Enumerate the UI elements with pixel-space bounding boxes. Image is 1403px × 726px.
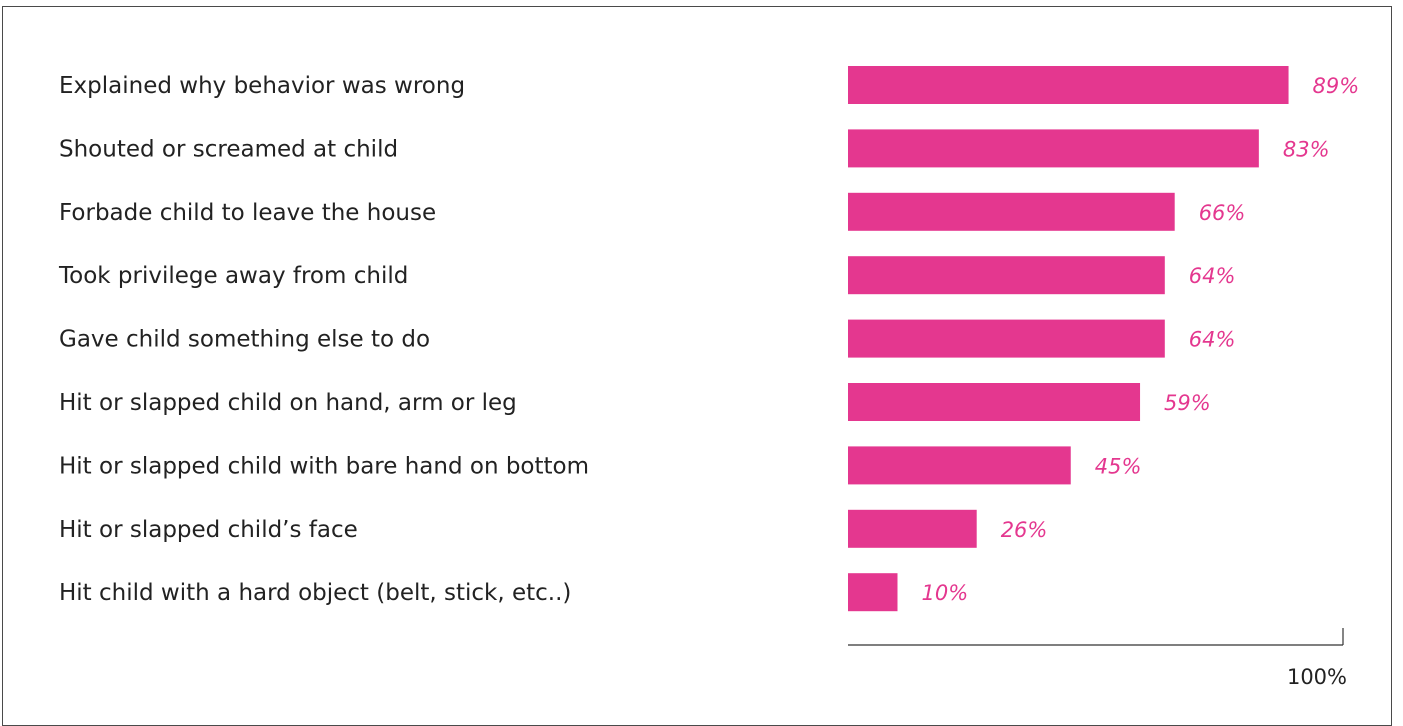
bar [848, 509, 977, 548]
value-labels: 89% 83% 66% 64% 64% 59% 45% 26% 10% [922, 74, 1360, 605]
category-label: Hit or slapped child’s face [59, 517, 358, 543]
category-label: Hit or slapped child on hand, arm or leg [59, 390, 517, 416]
value-label: 59% [1164, 391, 1211, 415]
category-label: Hit or slapped child with bare hand on b… [59, 453, 589, 479]
value-label: 26% [1001, 518, 1048, 542]
bar [848, 192, 1175, 231]
value-label: 89% [1313, 74, 1360, 98]
category-label: Gave child something else to do [59, 327, 430, 353]
bar [848, 446, 1071, 485]
value-label: 83% [1283, 137, 1330, 161]
x-axis: 100% [848, 628, 1347, 689]
category-label: Explained why behavior was wrong [59, 73, 465, 99]
value-label: 64% [1189, 328, 1236, 352]
bars [848, 66, 1289, 612]
bar [848, 383, 1141, 421]
category-label: Took privilege away from child [58, 263, 408, 289]
bar [848, 66, 1289, 104]
category-label: Hit child with a hard object (belt, stic… [59, 580, 571, 606]
value-label: 10% [922, 581, 969, 605]
bar [848, 319, 1165, 358]
x-axis-max-label: 100% [1287, 665, 1347, 689]
category-labels: Explained why behavior was wrong Shouted … [58, 73, 589, 606]
category-label: Forbade child to leave the house [59, 200, 436, 226]
bar [848, 256, 1165, 295]
bar [848, 129, 1259, 168]
value-label: 45% [1095, 454, 1142, 478]
value-label: 64% [1189, 264, 1236, 288]
value-label: 66% [1199, 201, 1246, 225]
bar [848, 573, 898, 612]
category-label: Shouted or screamed at child [59, 136, 398, 162]
